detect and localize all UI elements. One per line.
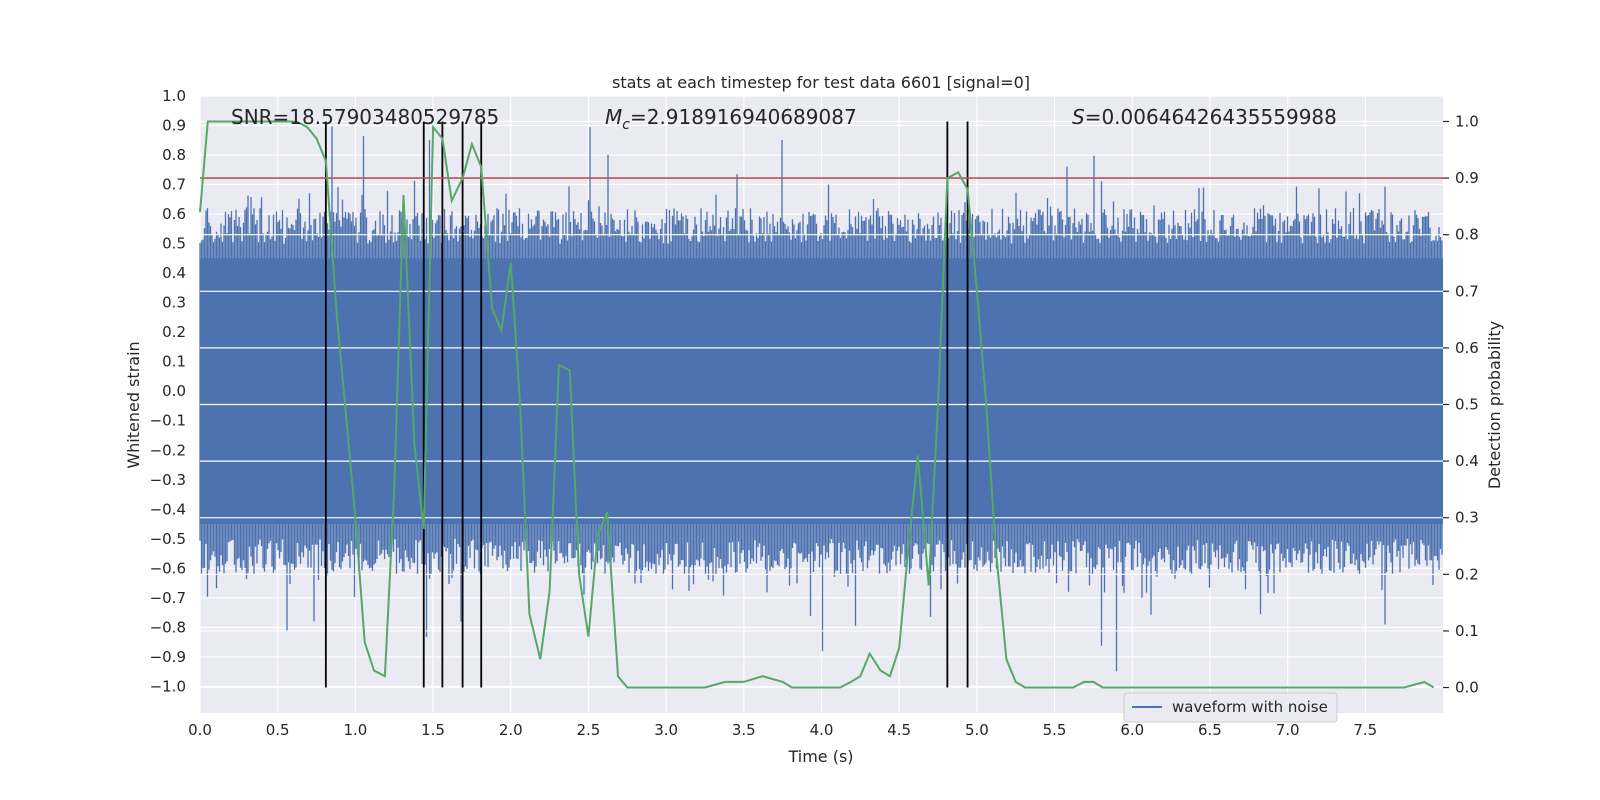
y-tick-label: −0.9 xyxy=(150,648,186,666)
y2-tick-label: 0.4 xyxy=(1455,452,1479,470)
y-tick-label: 0.4 xyxy=(162,264,186,282)
vertical-markers xyxy=(324,121,969,688)
x-tick-label: 1.0 xyxy=(343,721,367,739)
y-tick-label: 0.9 xyxy=(162,117,186,135)
y2-tick-label: 0.6 xyxy=(1455,339,1479,357)
s-symbol: S xyxy=(1072,105,1085,129)
y-tick-label: −0.4 xyxy=(150,500,186,518)
y-tick-label: −0.6 xyxy=(150,559,186,577)
y-tick-label: −0.5 xyxy=(150,530,186,548)
x-tick-label: 5.5 xyxy=(1043,721,1067,739)
y2-tick-label: 0.2 xyxy=(1455,565,1479,583)
x-tick-label: 2.0 xyxy=(499,721,523,739)
x-tick-label: 6.0 xyxy=(1120,721,1144,739)
x-axis-ticks: 0.0 0.5 1.0 1.5 2.0 2.5 3.0 3.5 4.0 4.5 5.0 5.5 6.0 6… xyxy=(188,721,1377,739)
y-tick-label: 1.0 xyxy=(162,87,186,105)
y2-tick-label: 0.1 xyxy=(1455,622,1479,640)
detection-probability-line xyxy=(199,120,1435,689)
chirp-mass-subscript: c xyxy=(622,117,630,133)
y-tick-label: 0.5 xyxy=(162,235,186,253)
legend-label: waveform with noise xyxy=(1172,698,1328,716)
legend: waveform with noise xyxy=(1123,692,1338,723)
x-tick-label: 7.5 xyxy=(1353,721,1377,739)
y2-axis-ticks: 1.0 0.9 0.8 0.7 0.6 0.5 0.4 0.3 0.2 0.1 0.0 xyxy=(1443,112,1479,697)
y2-tick-label: 0.0 xyxy=(1455,679,1479,697)
y-axis-ticks: 1.0 0.9 0.8 0.7 0.6 0.5 0.4 0.3 0.2 0.1 0.0 −0.1 −0.… xyxy=(150,87,186,695)
y2-tick-label: 0.8 xyxy=(1455,226,1479,244)
chirp-mass-annotation: Mc=2.918916940689087 xyxy=(605,105,857,133)
chirp-mass-symbol: M xyxy=(605,105,622,129)
x-tick-label: 5.0 xyxy=(965,721,989,739)
x-axis-label: Time (s) xyxy=(787,747,853,766)
y-tick-label: −0.3 xyxy=(150,471,186,489)
y-tick-label: 0.6 xyxy=(162,205,186,223)
y-tick-label: −0.1 xyxy=(150,412,186,430)
x-tick-label: 3.0 xyxy=(654,721,678,739)
s-value: =0.00646426435559988 xyxy=(1085,105,1337,129)
x-tick-label: 4.0 xyxy=(810,721,834,739)
legend-box xyxy=(1123,692,1338,723)
waveform-series xyxy=(199,126,1443,672)
y2-tick-label: 0.5 xyxy=(1455,396,1479,414)
y-tick-label: 0.1 xyxy=(162,353,186,371)
y-tick-label: 0.3 xyxy=(162,294,186,312)
chart-title: stats at each timestep for test data 660… xyxy=(612,73,1030,92)
x-tick-label: 0.5 xyxy=(266,721,290,739)
x-tick-label: 0.0 xyxy=(188,721,212,739)
x-tick-label: 6.5 xyxy=(1198,721,1222,739)
x-tick-label: 4.5 xyxy=(887,721,911,739)
y-tick-label: −0.2 xyxy=(150,441,186,459)
y2-tick-label: 0.9 xyxy=(1455,169,1479,187)
y2-tick-label: 0.3 xyxy=(1455,509,1479,527)
y-tick-label: 0.7 xyxy=(162,176,186,194)
snr-annotation: SNR=18.57903480529785 xyxy=(231,105,499,129)
s-annotation: S=0.00646426435559988 xyxy=(1072,105,1337,129)
y-tick-label: 0.0 xyxy=(162,382,186,400)
y-tick-label: −1.0 xyxy=(150,677,186,695)
y-tick-label: 0.8 xyxy=(162,146,186,164)
y-tick-label: −0.7 xyxy=(150,589,186,607)
y2-axis-label: Detection probability xyxy=(1485,321,1504,489)
x-tick-label: 2.5 xyxy=(577,721,601,739)
y2-tick-label: 1.0 xyxy=(1455,112,1479,130)
x-tick-label: 1.5 xyxy=(421,721,445,739)
y2-tick-label: 0.7 xyxy=(1455,282,1479,300)
waveform-path xyxy=(199,126,1443,672)
x-tick-label: 7.0 xyxy=(1276,721,1300,739)
x-tick-label: 3.5 xyxy=(732,721,756,739)
y-tick-label: −0.8 xyxy=(150,618,186,636)
y-tick-label: 0.2 xyxy=(162,323,186,341)
chirp-mass-value: =2.918916940689087 xyxy=(630,105,857,129)
y-axis-label: Whitened strain xyxy=(124,341,143,468)
